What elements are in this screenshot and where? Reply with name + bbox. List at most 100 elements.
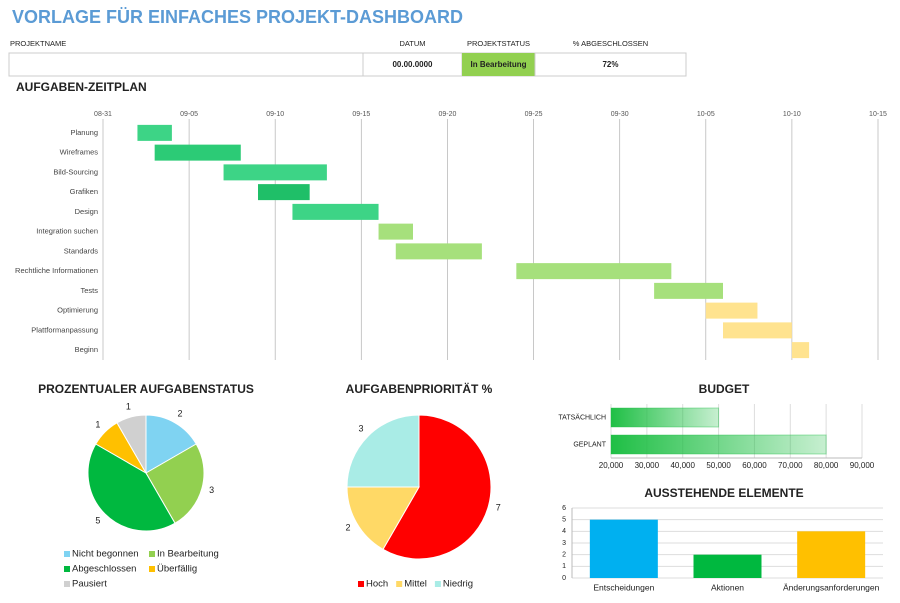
pie-slice: [346, 414, 420, 488]
task-bar: [378, 223, 413, 240]
data-label: 3: [359, 423, 364, 433]
task-label: Tests: [80, 286, 98, 295]
field-label: % ABGESCHLOSSEN: [573, 39, 648, 48]
task-label: Standards: [64, 246, 98, 255]
x-tick-label: 40,000: [670, 461, 695, 470]
legend-swatch: [64, 551, 70, 557]
pie-slice: [87, 443, 176, 532]
task-label: Plattformanpassung: [31, 325, 98, 334]
chart-title: AUSSTEHENDE ELEMENTE: [644, 486, 803, 500]
field-value: In Bearbeitung: [470, 60, 526, 69]
task-bar: [223, 164, 327, 181]
pie-slice: [145, 443, 205, 524]
task-bar: [791, 342, 810, 359]
x-tick-label: 08-31: [94, 111, 112, 118]
status-cell: [462, 53, 535, 76]
y-tick-label: 3: [562, 540, 566, 547]
y-tick-label: 1: [562, 563, 566, 570]
y-tick-label: 2: [562, 552, 566, 559]
task-label: Beginn: [75, 345, 98, 354]
legend-label: Mittel: [404, 579, 427, 590]
task-bar: [654, 282, 723, 299]
bar: [693, 554, 762, 578]
x-tick-label: 09-20: [438, 111, 456, 118]
x-tick-label: 09-15: [352, 111, 370, 118]
x-tick-label: 20,000: [599, 461, 624, 470]
task-bar: [516, 263, 672, 280]
x-tick-label: 50,000: [706, 461, 731, 470]
y-tick-label: 6: [562, 505, 566, 512]
header-box: [8, 52, 687, 77]
task-label: Wireframes: [60, 148, 99, 157]
x-tick-label: 60,000: [742, 461, 767, 470]
chart-title: AUFGABENPRIORITÄT %: [346, 381, 493, 396]
task-label: Bild-Sourcing: [53, 167, 98, 176]
bar: [589, 519, 658, 578]
x-tick-label: 09-25: [525, 111, 543, 118]
field-label: PROJEKTNAME: [10, 39, 66, 48]
task-bar: [723, 322, 792, 339]
data-label: 3: [209, 485, 214, 495]
pie-slice: [145, 414, 197, 474]
pie-slice: [382, 414, 492, 560]
data-label: 5: [95, 515, 100, 525]
data-label: 2: [177, 408, 182, 418]
x-tick-label: 90,000: [850, 461, 875, 470]
task-label: Design: [75, 207, 98, 216]
legend-label: Pausiert: [72, 579, 107, 590]
bar: [610, 407, 720, 428]
legend-label: Niedrig: [443, 579, 473, 590]
y-tick-label: 0: [562, 575, 566, 582]
pie-slice: [346, 486, 420, 551]
y-tick-label: 4: [562, 528, 566, 535]
x-tick-label: Entscheidungen: [593, 582, 654, 592]
y-tick-label: GEPLANT: [573, 441, 606, 448]
pie-slice: [116, 414, 147, 475]
chart-title: AUFGABEN-ZEITPLAN: [16, 80, 147, 94]
legend-swatch: [434, 581, 441, 587]
legend-label: In Bearbeitung: [157, 549, 219, 560]
task-label: Optimierung: [57, 306, 98, 315]
page-title: VORLAGE FÜR EINFACHES PROJEKT-DASHBOARD: [12, 7, 463, 27]
data-label: 1: [126, 402, 131, 412]
legend-swatch: [64, 581, 70, 587]
legend-swatch: [358, 581, 364, 587]
legend-swatch: [149, 566, 155, 572]
field-value: 72%: [602, 60, 618, 69]
task-label: Rechtliche Informationen: [15, 266, 98, 275]
legend-label: Überfällig: [157, 564, 197, 575]
legend-swatch: [64, 566, 70, 572]
x-tick-label: 09-30: [611, 111, 629, 118]
x-tick-label: 10-10: [783, 111, 801, 118]
bar: [797, 531, 866, 578]
x-tick-label: 09-05: [180, 111, 198, 118]
y-tick-label: TATSÄCHLICH: [558, 413, 606, 421]
legend-label: Nicht begonnen: [72, 549, 139, 560]
data-label: 7: [496, 503, 501, 513]
chart-title: PROZENTUALER AUFGABENSTATUS: [38, 382, 254, 396]
task-bar: [705, 302, 758, 319]
x-tick-label: 70,000: [778, 461, 803, 470]
x-tick-label: 80,000: [814, 461, 839, 470]
field-label: DATUM: [399, 39, 425, 48]
x-tick-label: 10-15: [869, 111, 887, 118]
x-tick-label: 10-05: [697, 111, 715, 118]
bar: [610, 434, 827, 455]
x-tick-label: 09-10: [266, 111, 284, 118]
legend-swatch: [396, 581, 403, 587]
task-bar: [395, 243, 482, 260]
legend-label: Hoch: [366, 579, 388, 590]
x-tick-label: 30,000: [635, 461, 660, 470]
task-label: Grafiken: [70, 187, 98, 196]
task-label: Integration suchen: [36, 227, 98, 236]
y-tick-label: 5: [562, 517, 566, 524]
chart-title: BUDGET: [699, 382, 750, 396]
x-tick-label: Änderungsanforderungen: [783, 582, 880, 592]
legend-label: Abgeschlossen: [72, 564, 136, 575]
x-tick-label: Aktionen: [711, 582, 744, 592]
legend-swatch: [149, 551, 155, 557]
task-bar: [292, 203, 379, 220]
task-label: Planung: [70, 128, 98, 137]
task-bar: [258, 184, 310, 201]
